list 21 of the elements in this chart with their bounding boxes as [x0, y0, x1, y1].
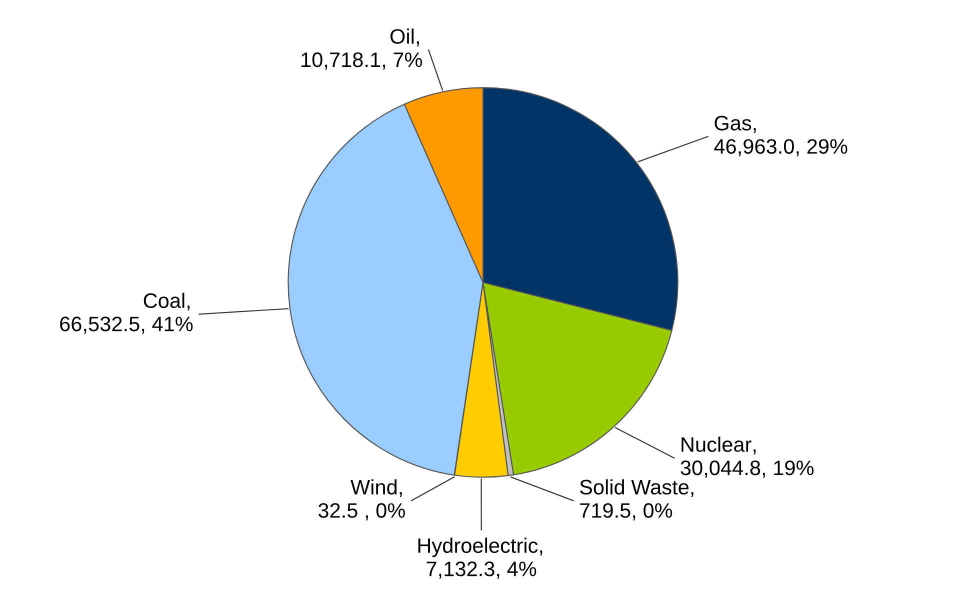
slice-label: Wind	[350, 479, 397, 495]
data-label: 10,718.1, 7%	[302, 52, 422, 70]
slice-label: Coal	[144, 292, 184, 308]
data-label: 66,532.5, 41%	[60, 316, 193, 334]
data-label: 32.5 , 0%	[318, 503, 405, 520]
text: ,	[754, 128, 756, 133]
slice-label: Nuclear	[682, 436, 752, 452]
text: ,	[416, 41, 419, 46]
data-label: 719.5, 0%	[580, 503, 672, 520]
text: ,	[691, 492, 694, 497]
data-label: 7,132.3, 4%	[426, 562, 536, 579]
slice-label: Gas	[714, 116, 752, 131]
data-label: 30,044.8, 19%	[680, 460, 814, 478]
slice-label: Hydroelectric	[418, 538, 538, 558]
slice-label: Solid Waste	[580, 479, 688, 495]
data-label: 46,963.0, 29%	[714, 139, 848, 156]
text: ,	[754, 450, 756, 454]
text: ,	[400, 492, 402, 497]
text: ,	[540, 550, 542, 556]
slice-label: Oil	[390, 28, 414, 44]
text: ,	[188, 306, 190, 310]
